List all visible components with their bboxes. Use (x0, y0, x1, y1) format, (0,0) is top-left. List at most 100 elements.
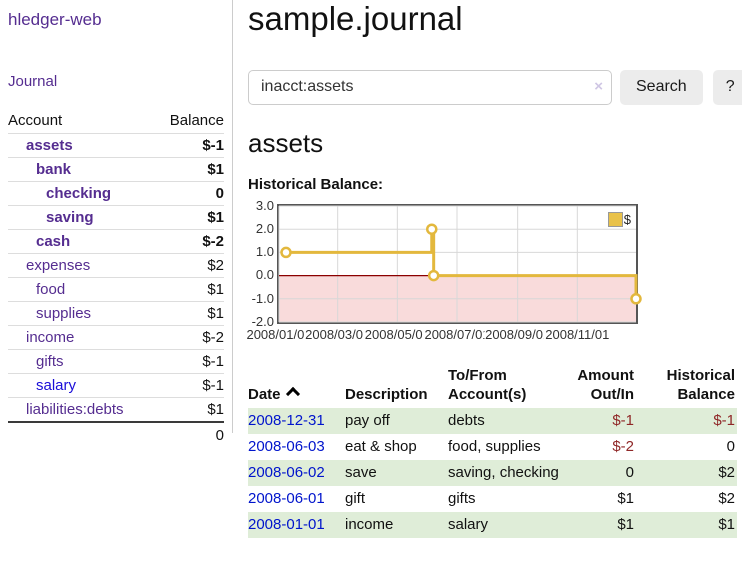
register-cell-accounts: gifts (448, 490, 476, 508)
accounts-header-account: Account (8, 112, 63, 129)
account-link[interactable]: income (26, 329, 75, 346)
account-row: bank $1 (8, 157, 224, 182)
account-link[interactable]: supplies (36, 305, 92, 322)
account-link[interactable]: expenses (26, 257, 91, 274)
page-title: sample.journal (248, 0, 463, 37)
register-cell-balance: $-1 (713, 412, 735, 430)
account-link[interactable]: gifts (36, 353, 64, 370)
account-balance: $-1 (202, 377, 224, 394)
search-button[interactable]: Search (620, 69, 703, 105)
account-link[interactable]: assets (26, 137, 73, 154)
account-balance: $1 (207, 161, 224, 178)
register-cell-amount: 0 (625, 464, 634, 482)
register-cell-balance: $2 (718, 464, 735, 482)
y-tick-label: 0.0 (255, 267, 274, 283)
register-cell-date: 2008-06-02 (248, 460, 345, 486)
search-form: × Search ? (248, 69, 742, 105)
register-cell-accounts: food, supplies (448, 438, 541, 456)
clear-search-icon[interactable]: × (594, 77, 603, 95)
register-row: 2008-06-02 save saving, checking 0 $2 (248, 460, 737, 487)
register-header-accounts: To/From Account(s) (448, 366, 527, 403)
account-balance: $2 (207, 257, 224, 274)
register-table: Date Description To/From Account(s) Amou… (248, 365, 737, 539)
account-row: expenses $2 (8, 253, 224, 278)
x-tick-label: 2008/01/01 (245, 326, 313, 343)
account-link[interactable]: food (36, 281, 66, 298)
spacer (8, 421, 156, 447)
register-row: 2008-06-03 eat & shop food, supplies $-2 0 (248, 434, 737, 460)
date-link[interactable]: 2008-06-01 (248, 490, 325, 508)
register-cell-description: pay off (345, 412, 390, 430)
sort-ascending-icon (285, 386, 300, 401)
sidebar-divider (232, 0, 233, 433)
register-cell-description: eat & shop (345, 438, 417, 456)
register-cell-amount: $-2 (612, 438, 634, 456)
y-tick-label: 2.0 (255, 221, 274, 237)
sidebar-item-journal[interactable]: Journal (8, 73, 58, 90)
account-row: assets $-1 (8, 133, 224, 158)
x-tick-label: 2008/09/01 (484, 326, 552, 343)
register-cell-date: 2008-06-03 (248, 434, 345, 460)
account-row: liabilities:debts $1 (8, 397, 224, 423)
x-tick-label: 2008/11/01 (544, 326, 611, 343)
account-link[interactable]: liabilities:debts (26, 401, 124, 418)
account-link[interactable]: cash (36, 233, 71, 250)
main-content: sample.journal × Search ? assets Histori… (245, 0, 742, 539)
register-cell-accounts: debts (448, 412, 485, 430)
x-tick-label: 2008/05/01 (363, 326, 431, 343)
date-link[interactable]: 2008-06-02 (248, 464, 325, 482)
account-link[interactable]: checking (46, 185, 112, 202)
account-balance: $-2 (202, 233, 224, 250)
accounts-table: Account Balance assets $-1 bank $1 checking 0… (8, 109, 224, 447)
chart-legend: $ (607, 211, 631, 227)
register-header-balance: Historical Balance (666, 366, 735, 403)
account-row: checking 0 (8, 181, 224, 206)
account-link[interactable]: saving (46, 209, 94, 226)
accounts-total-row: 0 (8, 421, 224, 447)
y-tick-label: 1.0 (255, 244, 274, 260)
account-balance: $1 (207, 401, 224, 418)
historical-balance-chart: 3.0 2.0 1.0 0.0 -1.0 -2.0 $ (248, 199, 742, 328)
chart-plot-area: $ (277, 203, 642, 324)
account-heading: assets (248, 127, 324, 158)
chart-title: Historical Balance: (248, 175, 384, 193)
date-link[interactable]: 2008-12-31 (248, 412, 325, 430)
account-link[interactable]: salary (36, 377, 77, 394)
accounts-header-balance: Balance (169, 112, 224, 129)
account-link[interactable]: bank (36, 161, 72, 178)
account-balance: $-2 (202, 329, 224, 346)
register-row: 2008-06-01 gift gifts $1 $2 (248, 486, 737, 512)
register-cell-description: income (345, 516, 394, 534)
x-tick-label: 2008/07/01 (423, 326, 491, 343)
chart-canvas (278, 205, 642, 323)
register-cell-amount: $1 (617, 516, 634, 534)
register-row: 2008-12-31 pay off debts $-1 $-1 (248, 408, 737, 435)
accounts-header-row: Account Balance (8, 109, 224, 134)
account-row: supplies $1 (8, 301, 224, 326)
register-cell-description: save (345, 464, 377, 482)
account-balance: $-1 (202, 353, 224, 370)
search-input[interactable] (248, 69, 612, 105)
date-link[interactable]: 2008-01-01 (248, 516, 325, 534)
accounts-total-balance: 0 (155, 421, 224, 447)
account-balance: $1 (207, 305, 224, 322)
register-cell-accounts: saving, checking (448, 464, 559, 482)
help-button[interactable]: ? (712, 69, 742, 105)
app-title: hledger-web (8, 10, 102, 29)
search-input-wrap: × (248, 69, 612, 105)
chart-y-axis: 3.0 2.0 1.0 0.0 -1.0 -2.0 (248, 199, 277, 328)
x-tick-label: 2008/03/01 (304, 326, 372, 343)
register-cell-date: 2008-06-01 (248, 486, 345, 512)
account-row: gifts $-1 (8, 349, 224, 374)
y-tick-label: -1.0 (251, 290, 274, 306)
register-header-amount: Amount Out/In (577, 366, 634, 403)
register-cell-amount: $-1 (612, 412, 634, 430)
register-row: 2008-01-01 income salary $1 $1 (248, 512, 737, 539)
account-row: saving $1 (8, 205, 224, 230)
date-link[interactable]: 2008-06-03 (248, 438, 325, 456)
legend-label: $ (623, 211, 631, 227)
register-header-date[interactable]: Date (248, 365, 345, 409)
account-row: income $-2 (8, 325, 224, 350)
account-balance: $1 (207, 281, 224, 298)
register-header-row: Date Description To/From Account(s) Amou… (248, 365, 737, 409)
